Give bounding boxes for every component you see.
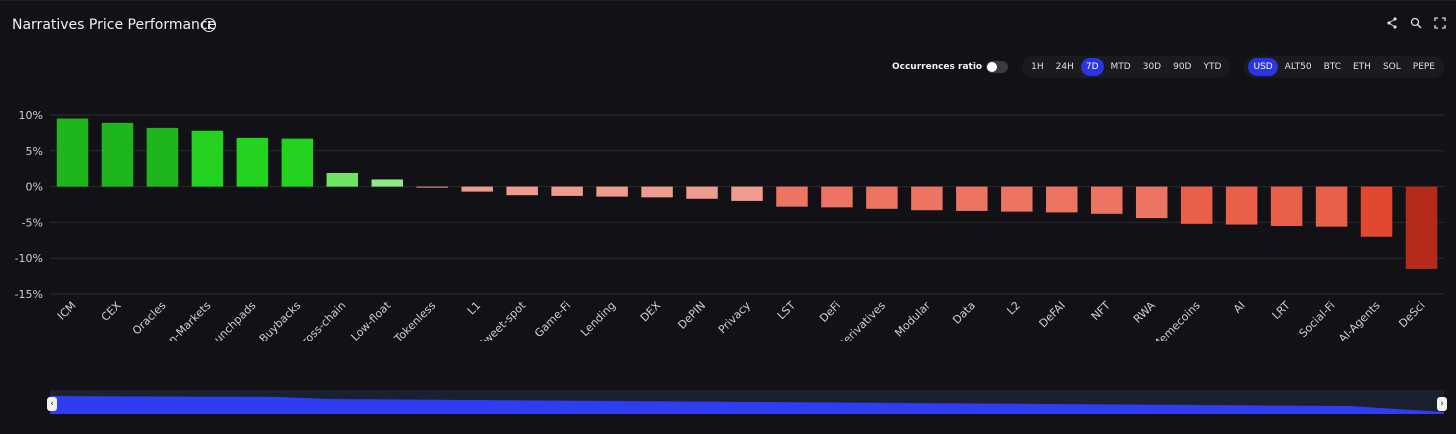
toggle-knob — [987, 62, 998, 72]
page-title: Narratives Price Performance — [12, 17, 217, 33]
x-tick-label: RWA — [1131, 299, 1158, 326]
x-tick-label: Tokenless — [391, 299, 438, 341]
x-tick-label: L1 — [465, 299, 483, 317]
y-tick-label: 5% — [26, 145, 43, 158]
slider-preview — [50, 396, 1444, 414]
bar-chart: 10%5%0%-5%-10%-15%ICM CEX OraclesPredictio… — [15, 109, 1444, 341]
bar-nft[interactable] — [1091, 186, 1123, 214]
bar-modular[interactable] — [911, 186, 943, 211]
y-tick-label: 0% — [26, 181, 43, 194]
x-tick-label: DeSci — [1396, 299, 1427, 330]
x-tick-label: AI — [1231, 299, 1248, 316]
bar-cex[interactable] — [101, 122, 134, 187]
bar-rwa[interactable] — [1135, 186, 1168, 219]
x-tick-label: DeFAI — [1037, 299, 1068, 330]
bar-lst[interactable] — [776, 186, 808, 207]
chart-controls: Occurrences ratio 1H 24H 7D MTD 30D 90D YTD US… — [892, 56, 1444, 78]
x-tick-label: DePIN — [675, 299, 708, 332]
x-tick-label: Privacy — [716, 299, 754, 337]
x-tick-label: AI-Agents — [1336, 299, 1383, 341]
base-sol[interactable]: SOL — [1382, 62, 1401, 72]
base-eth[interactable]: ETH — [1353, 62, 1371, 72]
timeframe-1h[interactable]: 1H — [1031, 62, 1044, 72]
bar-derivatives[interactable] — [866, 186, 898, 209]
x-tick-label: Cross-chain — [294, 299, 348, 341]
bar-game-fi[interactable] — [551, 186, 583, 196]
x-tick-label: CEX — [99, 299, 124, 324]
bar-l2[interactable] — [1001, 186, 1033, 212]
x-tick-label: Game-Fi — [532, 299, 573, 340]
slider-area — [50, 396, 1444, 414]
x-tick-label: NFT — [1089, 299, 1113, 323]
bar-privacy[interactable] — [731, 186, 763, 201]
toolbar-icons — [1386, 17, 1446, 29]
bar-depin[interactable] — [686, 186, 718, 199]
timeframe-ytd[interactable]: YTD — [1203, 62, 1222, 72]
x-tick-label: Social-Fi — [1297, 299, 1338, 340]
base-btc[interactable]: BTC — [1323, 62, 1341, 72]
occurrences-ratio-toggle[interactable] — [986, 61, 1009, 73]
slider-handle-left[interactable]: ‹ — [47, 397, 57, 411]
timeframe-30d[interactable]: 30D — [1142, 62, 1162, 72]
share-icon[interactable] — [1386, 17, 1398, 29]
bar-desci[interactable] — [1405, 186, 1438, 269]
range-slider[interactable]: ‹ › — [47, 390, 1447, 414]
timeframe-selector: 1H 24H 7D MTD 30D 90D YTD — [1022, 56, 1231, 78]
bar-defi[interactable] — [821, 186, 853, 208]
base-pepe[interactable]: PEPE — [1412, 62, 1435, 72]
bar-ai-agents[interactable] — [1360, 186, 1393, 237]
x-tick-label: Low-float — [349, 298, 394, 341]
bar-low-float[interactable] — [371, 179, 403, 187]
x-tick-label: Oracles — [130, 299, 169, 338]
bar-launchpads[interactable] — [236, 137, 269, 187]
base-currency-selector: USD ALT50 BTC ETH SOL PEPE — [1244, 56, 1444, 78]
base-usd[interactable]: USD — [1248, 58, 1278, 76]
info-icon[interactable] — [202, 18, 216, 32]
bar-ai[interactable] — [1225, 186, 1258, 225]
bar-dex[interactable] — [641, 186, 673, 198]
x-tick-label: DEX — [638, 299, 664, 325]
bar-buybacks[interactable] — [281, 138, 314, 187]
bar-cross-chain[interactable] — [326, 172, 359, 187]
x-tick-label: LST — [775, 299, 798, 322]
x-tick-label: Sweet-spot — [476, 298, 529, 341]
bar-defai[interactable] — [1046, 186, 1078, 213]
x-tick-label: ICM — [55, 299, 79, 323]
y-tick-label: -15% — [15, 288, 43, 301]
bar-l1[interactable] — [461, 186, 493, 192]
fullscreen-icon[interactable] — [1434, 17, 1446, 29]
bar-lrt[interactable] — [1270, 186, 1303, 226]
timeframe-7d[interactable]: 7D — [1080, 58, 1104, 76]
bar-tokenless[interactable] — [416, 186, 448, 188]
bar-oracles[interactable] — [146, 127, 179, 187]
x-tick-label: Buybacks — [257, 299, 304, 341]
y-tick-label: -10% — [15, 252, 43, 265]
y-tick-label: 10% — [19, 109, 43, 122]
x-tick-label: L2 — [1004, 299, 1022, 317]
y-tick-label: -5% — [22, 216, 43, 229]
bar-sweet-spot[interactable] — [506, 186, 538, 196]
bar-memecoins[interactable] — [1180, 186, 1213, 224]
x-tick-label: Modular — [892, 299, 933, 340]
bar-icm[interactable] — [56, 118, 89, 187]
base-alt50[interactable]: ALT50 — [1284, 62, 1312, 72]
search-icon[interactable] — [1410, 17, 1422, 29]
x-tick-label: LRT — [1270, 299, 1293, 322]
x-tick-label: Launchpads — [202, 299, 258, 341]
x-tick-label: Memecoins — [1150, 299, 1203, 341]
bar-prediction-markets[interactable] — [191, 130, 224, 187]
timeframe-90d[interactable]: 90D — [1173, 62, 1192, 72]
x-tick-label: Derivatives — [835, 299, 889, 341]
slider-handle-right[interactable]: › — [1437, 397, 1447, 411]
timeframe-24h[interactable]: 24H — [1055, 62, 1074, 72]
x-tick-label: Data — [950, 299, 978, 327]
x-tick-label: DeFi — [817, 299, 843, 325]
bar-lending[interactable] — [596, 186, 628, 197]
timeframe-mtd[interactable]: MTD — [1110, 62, 1131, 72]
occurrences-ratio-label: Occurrences ratio — [891, 62, 983, 72]
x-tick-label: Lending — [578, 299, 618, 339]
bar-social-fi[interactable] — [1315, 186, 1348, 227]
bar-data[interactable] — [956, 186, 988, 211]
